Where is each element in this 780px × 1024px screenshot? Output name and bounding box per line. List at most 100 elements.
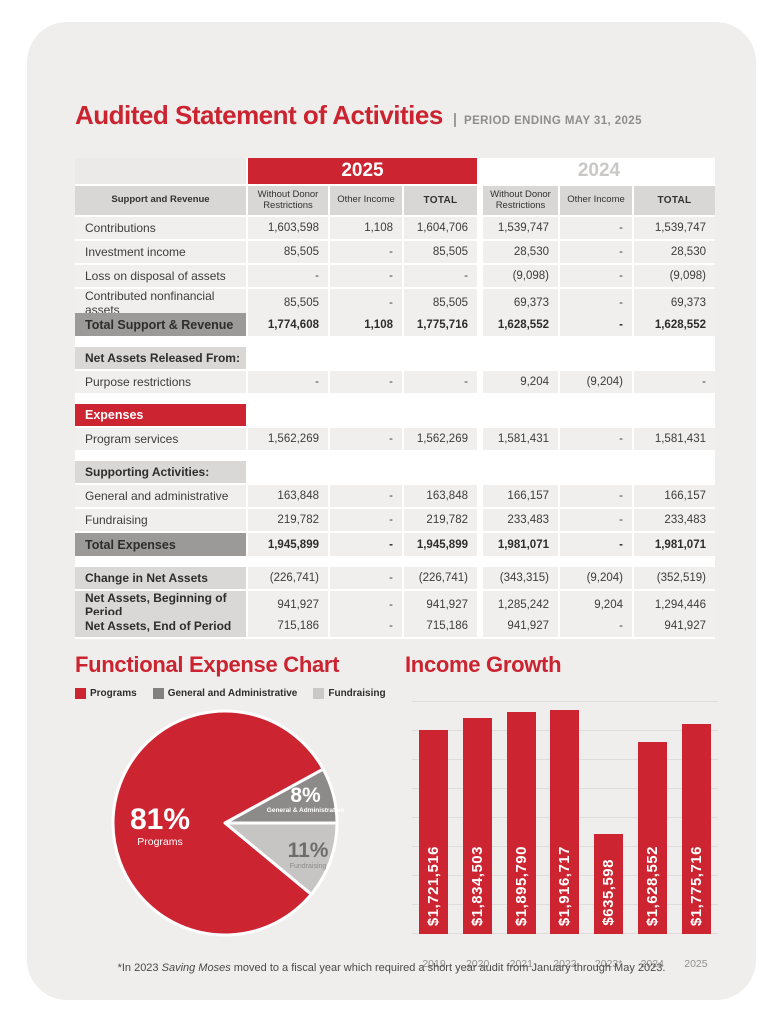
value-cell: - bbox=[330, 371, 404, 393]
value-cell: 233,483 bbox=[483, 509, 560, 531]
value-cell bbox=[634, 347, 715, 369]
value-cell: (226,741) bbox=[248, 567, 330, 589]
value-cell: - bbox=[330, 591, 404, 619]
footnote-text: *In 2023 bbox=[117, 962, 162, 974]
value-cell: 941,927 bbox=[634, 615, 715, 637]
table-row: Contributed nonfinancial assets 85,505-85… bbox=[75, 289, 715, 317]
table-row: Expenses bbox=[75, 404, 715, 426]
value-cell: - bbox=[560, 533, 634, 556]
value-cell: 1,945,899 bbox=[404, 533, 483, 556]
value-cell: 69,373 bbox=[634, 289, 715, 317]
value-cell: - bbox=[560, 615, 634, 637]
table-row: Purpose restrictions - - -9,204 (9,204) - bbox=[75, 371, 715, 393]
value-cell: 1,945,899 bbox=[248, 533, 330, 556]
bar-2020: $1,834,503 bbox=[462, 718, 492, 934]
value-cell bbox=[404, 461, 483, 483]
table-row: Program services 1,562,269-1,562,269 1,581… bbox=[75, 428, 715, 450]
x-axis-year-label: 2019 bbox=[422, 958, 446, 970]
row-label: Net Assets Released From: bbox=[75, 347, 248, 369]
col-header-2025-other: Other Income bbox=[330, 186, 404, 215]
col-header-2024-other: Other Income bbox=[560, 186, 634, 215]
programs-percent: 81% bbox=[129, 803, 191, 836]
value-cell: - bbox=[560, 509, 634, 531]
footnote-italic-text: Saving Moses bbox=[161, 962, 231, 974]
bar-value-label: $1,775,716 bbox=[687, 845, 705, 926]
footnote: *In 2023 Saving Moses moved to a fiscal … bbox=[27, 962, 756, 974]
value-cell: 1,108 bbox=[330, 217, 404, 239]
year-2024-banner: 2024 bbox=[483, 158, 715, 184]
pie-label-programs: 81% Programs bbox=[118, 804, 202, 848]
pie-chart-svg bbox=[111, 709, 339, 937]
page-title: Audited Statement of Activities bbox=[75, 100, 443, 130]
x-axis-year-label: 2022 bbox=[553, 958, 577, 970]
value-cell: 1,562,269 bbox=[248, 428, 330, 450]
row-label: Fundraising bbox=[75, 509, 248, 531]
value-cell: 9,204 bbox=[483, 371, 560, 393]
col-header-2025-wdr: Without Donor Restrictions bbox=[248, 186, 330, 215]
value-cell: (226,741) bbox=[404, 567, 483, 589]
value-cell: - bbox=[330, 289, 404, 317]
value-cell: 85,505 bbox=[248, 241, 330, 263]
pie-slice-programs bbox=[111, 709, 325, 937]
bar-value-label: $1,916,717 bbox=[556, 845, 574, 926]
general-admin-percent: 8% bbox=[290, 784, 321, 807]
value-cell: 1,603,598 bbox=[248, 217, 330, 239]
bar-value-label: $1,721,516 bbox=[425, 845, 442, 926]
income-growth-bar-chart: $1,721,516 $1,834,503 $1,895,790 $1,916,717… bbox=[412, 701, 718, 934]
value-cell: 1,285,242 bbox=[483, 591, 560, 619]
report-header: Audited Statement of Activities | PERIOD… bbox=[75, 100, 642, 131]
value-cell: 715,186 bbox=[404, 615, 483, 637]
table-row: Supporting Activities: bbox=[75, 461, 715, 483]
value-cell: 1,581,431 bbox=[483, 428, 560, 450]
fundraising-swatch-icon bbox=[313, 688, 325, 699]
fundraising-percent: 11% bbox=[287, 839, 329, 862]
value-cell: (343,315) bbox=[483, 567, 560, 589]
bar-2023: $635,598 bbox=[594, 834, 624, 934]
pie-legend: Programs General and Administrative Fund… bbox=[75, 688, 386, 699]
value-cell bbox=[634, 461, 715, 483]
legend-item-fundraising: Fundraising bbox=[313, 688, 386, 699]
value-cell bbox=[560, 461, 634, 483]
table-row: Total Support & Revenue 1,774,608 1,108 1,7… bbox=[75, 313, 715, 336]
table-row: Investment income 85,505-85,505 28,530-28,… bbox=[75, 241, 715, 263]
functional-expense-pie-chart: 81% Programs 8% General & Administrative… bbox=[110, 708, 344, 938]
general-admin-swatch-icon bbox=[152, 688, 164, 699]
value-cell: - bbox=[560, 485, 634, 507]
legend-label: Fundraising bbox=[328, 688, 386, 699]
support-revenue-header: Support and Revenue bbox=[75, 186, 248, 215]
value-cell bbox=[634, 404, 715, 426]
table-row: General and administrative 163,848-163,84… bbox=[75, 485, 715, 507]
value-cell: 166,157 bbox=[634, 485, 715, 507]
pie-label-general-admin: 8% General & Administrative bbox=[258, 784, 353, 815]
bar-2021: $1,895,790 bbox=[506, 712, 536, 934]
value-cell: - bbox=[634, 371, 715, 393]
value-cell: 1,981,071 bbox=[634, 533, 715, 556]
value-cell: 233,483 bbox=[634, 509, 715, 531]
legend-item-general-admin: General and Administrative bbox=[152, 688, 297, 699]
value-cell: 85,505 bbox=[248, 289, 330, 317]
value-cell: 163,848 bbox=[248, 485, 330, 507]
x-axis-year-label: 2024 bbox=[640, 958, 664, 970]
bar-2022: $1,916,717 bbox=[550, 710, 580, 934]
value-cell bbox=[248, 404, 330, 426]
x-axis-year-label: 2020 bbox=[465, 958, 490, 970]
value-cell: - bbox=[330, 265, 404, 287]
table-row: Change in Net Assets (226,741) - (226,741)(… bbox=[75, 567, 715, 589]
value-cell bbox=[248, 347, 330, 369]
value-cell: 941,927 bbox=[248, 591, 330, 619]
row-label: Total Expenses bbox=[75, 533, 248, 556]
table-row: Loss on disposal of assets - - - (9,098) - (9,… bbox=[75, 265, 715, 287]
bar-value-label: $1,834,503 bbox=[468, 845, 486, 926]
value-cell: (9,098) bbox=[483, 265, 560, 287]
row-label: Investment income bbox=[75, 241, 248, 263]
pie-chart-title: Functional Expense Chart bbox=[75, 652, 340, 677]
col-header-2025-total: TOTAL bbox=[404, 186, 483, 215]
legend-item-programs: Programs bbox=[75, 688, 137, 699]
table-row: Total Expenses 1,945,899-1,945,899 1,981,0… bbox=[75, 533, 715, 556]
row-label: Net Assets, Beginning of Period bbox=[75, 591, 248, 619]
bar-2019: $1,721,516 bbox=[419, 730, 448, 934]
value-cell: 1,628,552 bbox=[483, 313, 560, 336]
value-cell: - bbox=[248, 265, 330, 287]
value-cell: - bbox=[560, 265, 634, 287]
report-card: Audited Statement of Activities | PERIOD… bbox=[27, 22, 756, 1000]
